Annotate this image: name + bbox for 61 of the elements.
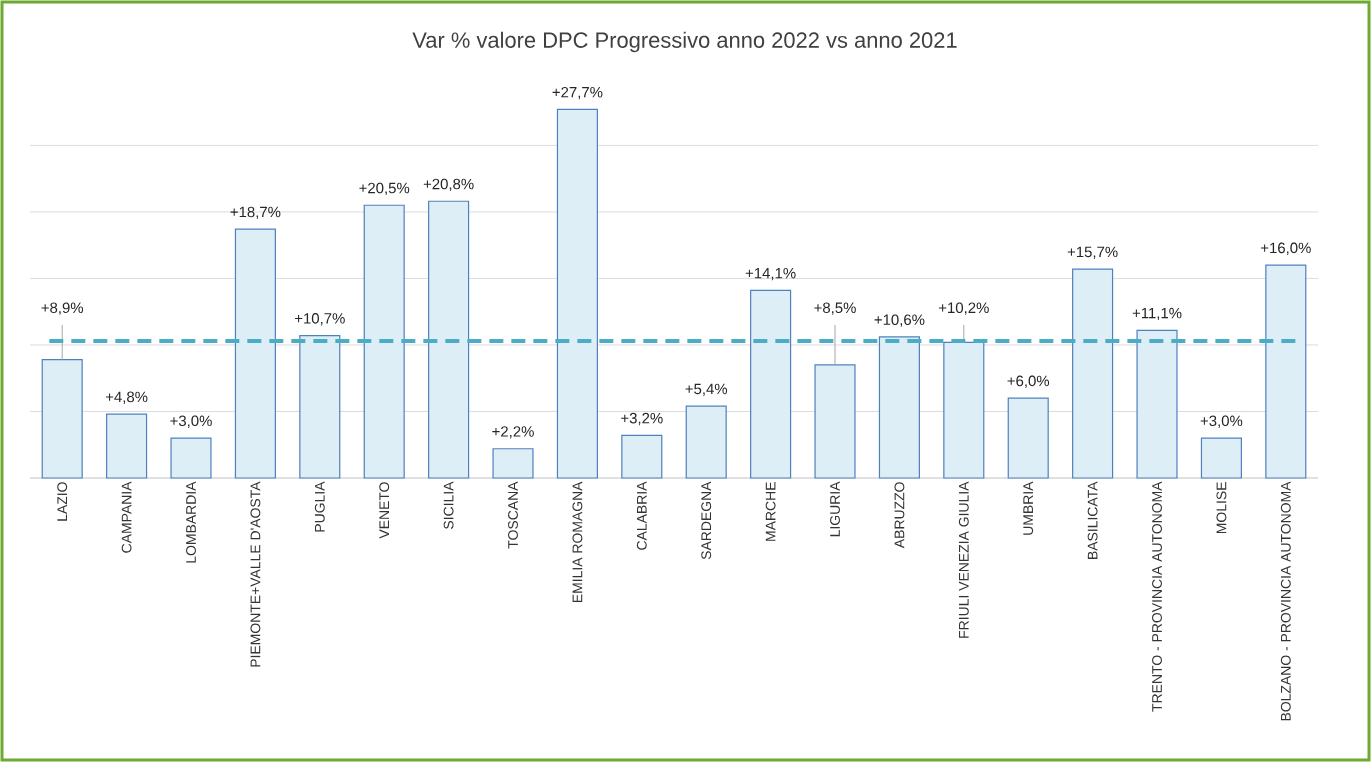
bar — [556, 108, 598, 479]
data-label: +10,6% — [874, 314, 925, 327]
x-tick-label: UMBRIA — [1023, 481, 1034, 535]
bar — [1265, 264, 1307, 479]
bar — [1200, 437, 1242, 479]
bar — [1007, 397, 1049, 479]
x-tick-label: LAZIO — [57, 482, 68, 521]
data-label: +3,0% — [1200, 415, 1243, 428]
x-tick-label: MARCHE — [765, 482, 776, 541]
bar — [943, 341, 985, 479]
bar — [621, 434, 663, 479]
data-label: +2,2% — [492, 426, 534, 439]
x-tick-label: EMILIA ROMAGNA — [572, 481, 583, 603]
bar — [878, 336, 920, 479]
data-label: +20,8% — [423, 178, 474, 192]
bar — [428, 200, 470, 479]
bar — [685, 405, 727, 479]
bar — [41, 358, 83, 479]
bar — [1136, 329, 1178, 479]
bar — [170, 437, 212, 479]
data-label: +15,7% — [1067, 246, 1118, 259]
chart-title: Var % valore DPC Progressivo anno 2022 vs anno 2021 — [412, 31, 957, 53]
data-label: +6,0% — [1007, 375, 1050, 388]
data-label: +14,1% — [745, 267, 796, 281]
x-tick-label: LOMBARDIA — [186, 481, 196, 563]
x-tick-label: TOSCANA — [508, 481, 518, 549]
data-label: +5,4% — [685, 383, 728, 396]
bar — [299, 335, 341, 479]
data-label: +8,9% — [41, 302, 84, 315]
data-label: +18,7% — [230, 206, 281, 219]
bar — [814, 364, 856, 479]
x-tick-label: MOLISE — [1216, 482, 1227, 534]
data-label: +3,0% — [170, 415, 212, 428]
bar — [750, 289, 792, 479]
data-label: +16,0% — [1261, 242, 1311, 255]
x-tick-label: SICILIA — [443, 481, 454, 529]
bar — [106, 413, 148, 479]
bar — [234, 228, 276, 479]
x-tick-label: VENETO — [379, 482, 390, 539]
bar — [1072, 268, 1114, 479]
x-tick-label: ABRUZZO — [894, 482, 905, 549]
x-tick-label: CAMPANIA — [121, 481, 132, 553]
data-label: +10,2% — [939, 302, 989, 315]
bar — [363, 204, 405, 479]
x-tick-label: BASILICATA — [1087, 481, 1098, 559]
data-label: +10,7% — [294, 313, 345, 326]
data-label: +8,5% — [814, 302, 856, 315]
x-tick-label: PIEMONTE+VALLE D'AOSTA — [250, 481, 261, 667]
data-label: +3,2% — [621, 412, 663, 426]
x-tick-label: BOLZANO - PROVINCIA AUTONOMA — [1280, 481, 1291, 721]
bar — [492, 448, 534, 479]
data-label: +20,5% — [359, 182, 410, 196]
data-label: +27,7% — [552, 86, 603, 100]
x-tick-label: LIGURIA — [830, 481, 840, 537]
x-tick-label: FRIULI VENEZIA GIULIA — [958, 481, 969, 638]
x-tick-label: CALABRIA — [636, 481, 647, 550]
x-tick-label: SARDEGNA — [701, 481, 712, 560]
x-tick-label: TRENTO - PROVINCIA AUTONOMA — [1152, 481, 1162, 712]
data-label: +11,1% — [1132, 307, 1182, 321]
x-tick-label: PUGLIA — [314, 481, 325, 532]
data-label: +4,8% — [105, 391, 148, 404]
